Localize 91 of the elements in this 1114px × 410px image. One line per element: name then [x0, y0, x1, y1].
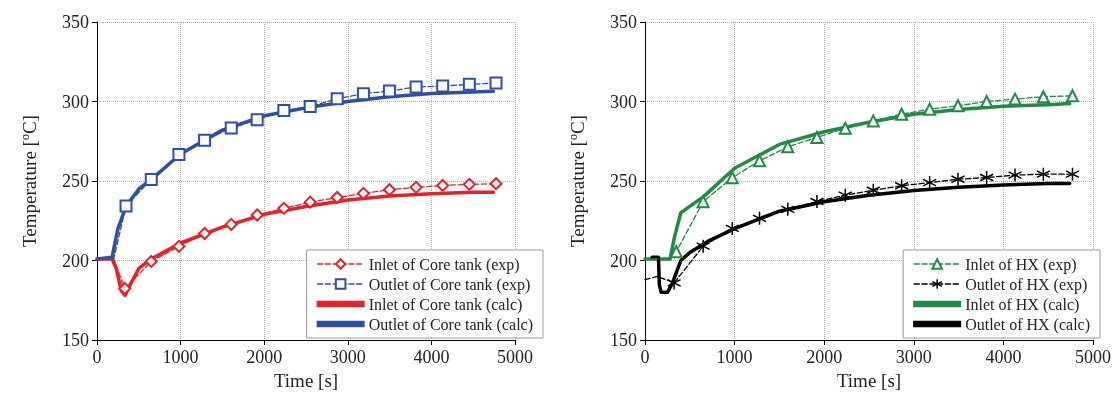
point [303, 195, 317, 209]
x-tick-label: 3000 [895, 347, 932, 367]
point [950, 172, 966, 187]
y-tick-label: 250 [610, 171, 637, 191]
point [330, 191, 344, 205]
point [1008, 92, 1022, 106]
y-tick-label: 350 [610, 12, 637, 32]
point [922, 175, 937, 190]
point [172, 239, 186, 253]
point [250, 113, 264, 127]
y-tick-label: 150 [62, 330, 89, 350]
y-tick-label: 350 [62, 12, 89, 32]
point [696, 195, 710, 209]
legend-label: Outlet of HX (calc) [965, 315, 1091, 334]
point [1065, 89, 1079, 103]
legend-label: Outlet of HX (exp) [965, 275, 1088, 294]
point [489, 177, 503, 191]
point [725, 221, 740, 236]
point [780, 202, 796, 217]
x-tick-label: 1000 [716, 347, 753, 367]
point [198, 133, 212, 147]
x-tick-label: 0 [640, 347, 650, 367]
x-tick-label: 5000 [497, 347, 533, 367]
legend-label: Inlet of HX (calc) [965, 295, 1080, 314]
point [838, 121, 852, 135]
point [1007, 167, 1023, 183]
point [753, 154, 767, 168]
point [144, 254, 158, 268]
point [866, 182, 881, 198]
y-tick-label: 300 [62, 91, 89, 112]
point [489, 76, 503, 90]
point [277, 201, 291, 215]
point [382, 84, 396, 98]
point [752, 211, 767, 226]
point [356, 186, 370, 200]
point [462, 77, 476, 91]
point [330, 92, 344, 106]
legend-label: Inlet of Core tank (exp) [368, 255, 520, 274]
point [409, 180, 423, 194]
point [923, 102, 937, 116]
point [198, 226, 212, 240]
point [980, 95, 994, 108]
point [838, 187, 853, 203]
point [951, 99, 965, 113]
point [895, 107, 909, 121]
x-tick-label: 2000 [806, 347, 843, 367]
x-tick-label: 3000 [329, 347, 366, 367]
point [809, 194, 825, 209]
x-tick-label: 4000 [413, 347, 450, 367]
x-axis-title: Time [s] [273, 369, 339, 391]
legend-label: Inlet of HX (exp) [965, 255, 1077, 274]
point [781, 140, 795, 154]
y-tick-label: 150 [610, 330, 637, 350]
legend-label: Outlet of Core tank (calc) [368, 315, 533, 334]
y-tick-label: 200 [610, 250, 637, 271]
point [462, 177, 476, 191]
point [1036, 90, 1050, 104]
y-axis-title: Temperature [oC] [566, 115, 588, 247]
x-tick-label: 4000 [985, 347, 1022, 367]
y-axis-title: Temperature [oC] [18, 115, 40, 247]
y-tick-label: 200 [62, 250, 89, 271]
point [725, 171, 739, 185]
point [436, 178, 450, 192]
point [1036, 166, 1051, 182]
x-tick-label: 1000 [162, 347, 199, 367]
point [224, 121, 238, 135]
legend-label: Outlet of Core tank (exp) [368, 275, 531, 294]
point [409, 80, 423, 94]
y-tick-label: 250 [62, 171, 89, 191]
x-tick-label: 0 [92, 347, 102, 367]
point [303, 100, 317, 114]
point [1065, 166, 1080, 182]
point [172, 147, 186, 161]
point [810, 130, 824, 144]
point [356, 87, 370, 101]
point [436, 79, 450, 93]
point [119, 199, 133, 213]
point [866, 114, 880, 128]
point [382, 183, 396, 197]
point [250, 208, 264, 222]
point [224, 217, 238, 231]
y-tick-label: 300 [610, 91, 637, 112]
point [979, 170, 994, 185]
x-tick-label: 2000 [246, 347, 283, 367]
point [118, 281, 132, 295]
point [144, 172, 158, 186]
legend-label: Inlet of Core tank (calc) [368, 295, 523, 314]
x-axis-title: Time [s] [836, 369, 902, 391]
point [695, 238, 711, 254]
point [277, 104, 291, 118]
x-tick-label: 5000 [1075, 347, 1111, 367]
